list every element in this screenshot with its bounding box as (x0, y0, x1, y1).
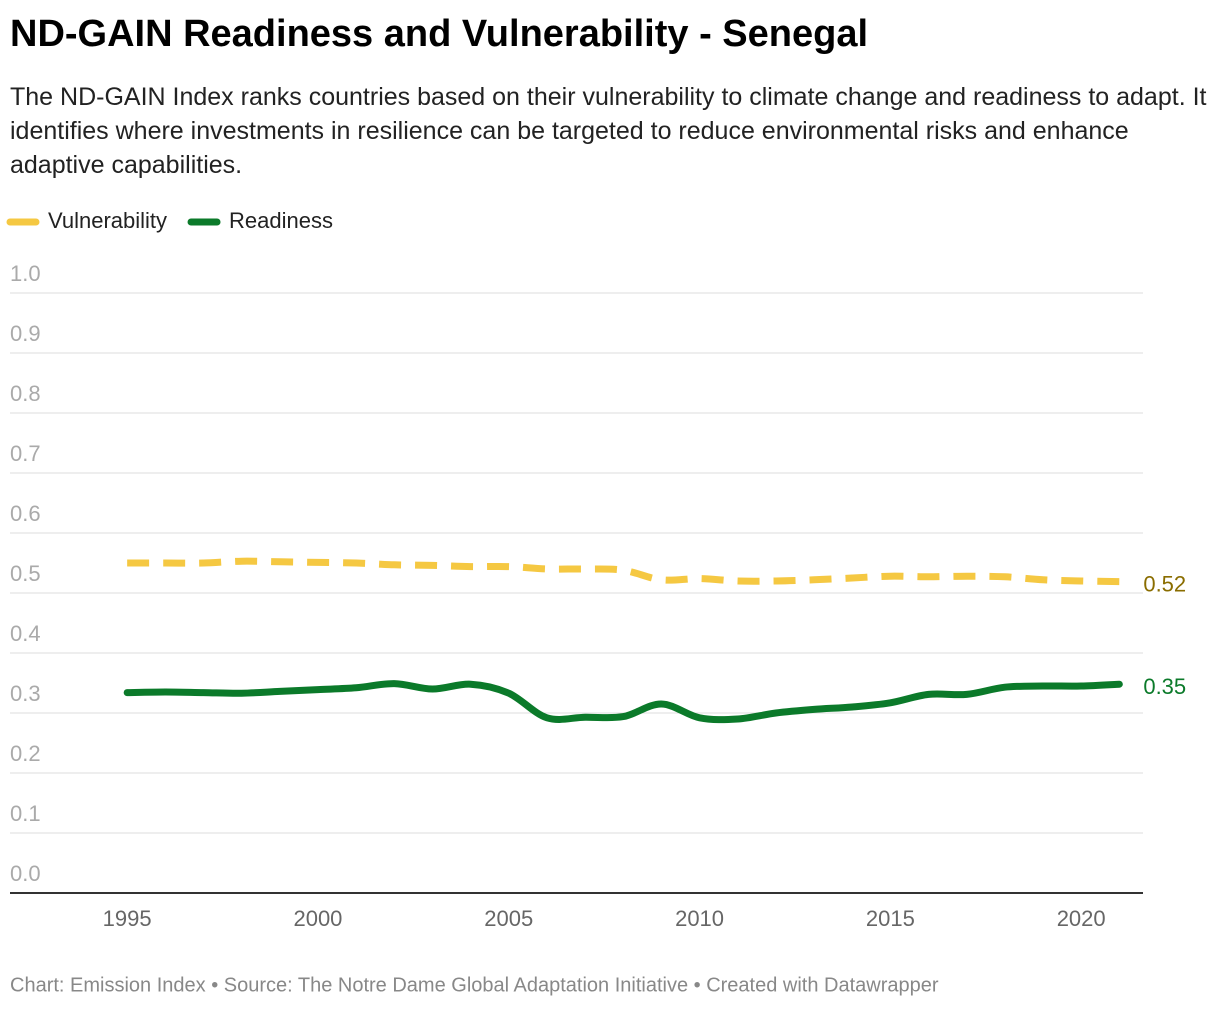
y-tick-label: 0.6 (10, 501, 41, 526)
y-tick-label: 0.3 (10, 681, 41, 706)
value-label: 0.52 (1143, 571, 1186, 596)
y-tick-label: 0.2 (10, 741, 41, 766)
legend-label: Readiness (229, 208, 333, 233)
y-tick-label: 0.7 (10, 441, 41, 466)
x-tick-label: 2020 (1057, 906, 1106, 931)
y-tick-label: 1.0 (10, 261, 41, 286)
value-label: 0.35 (1143, 674, 1186, 699)
chart-title: ND-GAIN Readiness and Vulnerability - Se… (10, 13, 868, 55)
y-tick-label: 0.0 (10, 861, 41, 886)
y-tick-label: 0.8 (10, 381, 41, 406)
y-tick-label: 0.1 (10, 801, 41, 826)
x-tick-label: 2000 (293, 906, 342, 931)
chart-subtitle: The ND-GAIN Index ranks countries based … (10, 83, 1207, 179)
x-tick-label: 1995 (103, 906, 152, 931)
subtitle-box: The ND-GAIN Index ranks countries based … (10, 83, 1207, 179)
x-tick-label: 2010 (675, 906, 724, 931)
series-line (127, 557, 1120, 586)
x-tick-label: 2005 (484, 906, 533, 931)
y-tick-label: 0.4 (10, 621, 41, 646)
y-tick-label: 0.5 (10, 561, 41, 586)
chart-footer: Chart: Emission Index • Source: The Notr… (10, 974, 939, 996)
series-line (123, 680, 1123, 724)
x-tick-label: 2015 (866, 906, 915, 931)
legend-label: Vulnerability (48, 208, 167, 233)
y-tick-label: 0.9 (10, 321, 41, 346)
